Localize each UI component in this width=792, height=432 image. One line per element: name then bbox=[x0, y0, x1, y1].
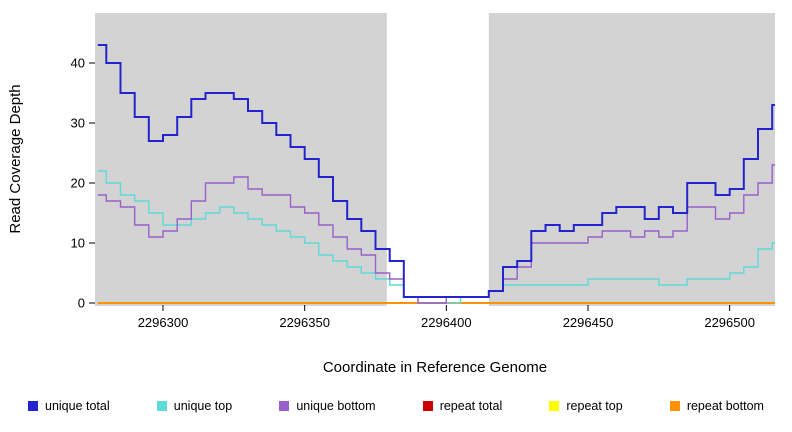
legend-swatch-icon bbox=[279, 401, 290, 411]
legend-swatch-icon bbox=[669, 401, 680, 411]
legend-swatch-icon bbox=[549, 401, 560, 411]
x-tick-label: 2296450 bbox=[563, 315, 614, 330]
legend-item-repeat-total: repeat total bbox=[422, 399, 503, 413]
x-axis-title: Coordinate in Reference Genome bbox=[323, 359, 547, 376]
legend-label: repeat bottom bbox=[686, 399, 764, 413]
gap-band bbox=[386, 12, 489, 306]
legend-item-repeat-top: repeat top bbox=[549, 399, 623, 413]
coverage-plot: 0 10 20 30 40 2296300 2296350 2296400 2296450 229… bbox=[7, 12, 775, 376]
legend-item-unique-top: unique top bbox=[156, 399, 233, 413]
legend-swatch-icon bbox=[422, 401, 433, 411]
x-tick-label: 2296500 bbox=[704, 315, 755, 330]
x-tick-label: 2296300 bbox=[138, 315, 189, 330]
y-tick-label: 0 bbox=[78, 296, 85, 311]
legend-label: unique top bbox=[173, 399, 233, 413]
y-tick-label: 20 bbox=[71, 176, 85, 191]
legend-item-unique-bottom: unique bottom bbox=[279, 399, 376, 413]
legend: unique total unique top unique bottom repea… bbox=[0, 399, 792, 413]
x-tick-label: 2296350 bbox=[279, 315, 330, 330]
series-unique-bottom bbox=[97, 164, 775, 304]
legend-swatch-icon bbox=[28, 401, 38, 411]
x-tick-label: 2296400 bbox=[421, 315, 472, 330]
y-axis-title: Read Coverage Depth bbox=[7, 84, 24, 233]
legend-label: unique total bbox=[45, 399, 110, 413]
y-tick-label: 40 bbox=[71, 56, 85, 71]
legend-item-unique-total: unique total bbox=[28, 399, 110, 413]
y-tick-label: 10 bbox=[71, 236, 85, 251]
legend-label: unique bottom bbox=[296, 399, 376, 413]
y-tick-label: 30 bbox=[71, 116, 85, 131]
legend-label: repeat top bbox=[566, 399, 623, 413]
legend-label: repeat total bbox=[439, 399, 503, 413]
series-unique-top bbox=[97, 170, 775, 304]
legend-swatch-icon bbox=[156, 401, 167, 411]
legend-item-repeat-bottom: repeat bottom bbox=[669, 399, 764, 413]
series-unique-total bbox=[97, 44, 775, 298]
